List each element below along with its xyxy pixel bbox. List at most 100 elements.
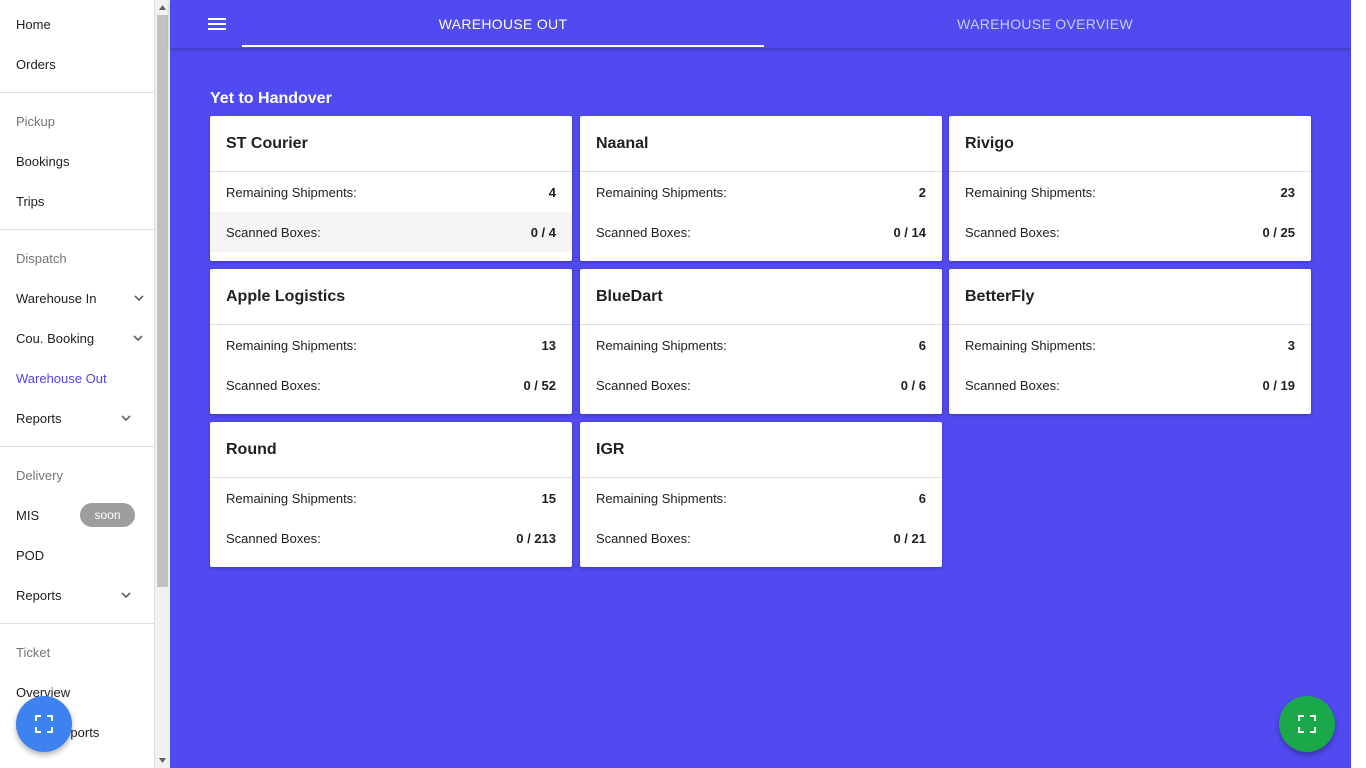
scanned-label: Scanned Boxes: (596, 530, 691, 546)
card-title: Round (210, 422, 572, 478)
remaining-row: Remaining Shipments: 6 (580, 478, 942, 518)
scrollbar-thumb[interactable] (157, 15, 168, 587)
sidebar-section-ticket: Ticket (16, 644, 51, 660)
card-title: Apple Logistics (210, 269, 572, 325)
remaining-value: 2 (918, 184, 926, 200)
remaining-value: 3 (1287, 337, 1295, 353)
chevron-down-icon (133, 335, 143, 342)
sidebar-item-label: Home (16, 16, 51, 32)
sidebar-item-mis[interactable]: MIS soon (0, 495, 154, 535)
scanned-value: 0 / 52 (523, 377, 556, 393)
sidebar-item-cou-booking[interactable]: Cou. Booking (0, 318, 154, 358)
sidebar-item-label: Warehouse In (16, 290, 97, 306)
sidebar: Home Orders Pickup Bookings Trips Dispat… (0, 0, 155, 768)
chevron-down-icon (134, 295, 144, 302)
courier-card[interactable]: Apple Logistics Remaining Shipments: 13 S… (210, 269, 572, 414)
sidebar-item-label: Bookings (16, 153, 70, 169)
scroll-up-arrow-icon[interactable] (155, 0, 170, 15)
sidebar-item-pod[interactable]: POD (0, 535, 154, 575)
sidebar-item-delivery-reports[interactable]: Reports (0, 575, 154, 615)
scanned-label: Scanned Boxes: (226, 377, 321, 393)
scanned-label: Scanned Boxes: (226, 530, 321, 546)
remaining-label: Remaining Shipments: (596, 490, 727, 506)
scan-fab-button[interactable] (1279, 696, 1335, 752)
scanned-value: 0 / 6 (900, 377, 926, 393)
sidebar-scrollbar[interactable] (155, 0, 170, 768)
remaining-row: Remaining Shipments: 3 (949, 325, 1311, 365)
scanned-row: Scanned Boxes: 0 / 6 (580, 365, 942, 405)
remaining-row: Remaining Shipments: 4 (210, 172, 572, 212)
scan-icon (1298, 715, 1316, 733)
courier-card[interactable]: Rivigo Remaining Shipments: 23 Scanned Bo… (949, 116, 1311, 261)
sidebar-item-label: Cou. Booking (16, 330, 95, 346)
remaining-row: Remaining Shipments: 23 (949, 172, 1311, 212)
sidebar-item-overview[interactable]: Overview (0, 672, 154, 712)
scan-icon (35, 715, 53, 733)
remaining-value: 6 (918, 337, 926, 353)
sidebar-item-label: Orders (16, 56, 56, 72)
tab-warehouse-overview[interactable]: WAREHOUSE OVERVIEW (957, 16, 1133, 32)
remaining-label: Remaining Shipments: (226, 490, 357, 506)
scanned-label: Scanned Boxes: (965, 377, 1060, 393)
sidebar-section-pickup: Pickup (16, 113, 56, 129)
remaining-label: Remaining Shipments: (596, 337, 727, 353)
scanned-row: Scanned Boxes: 0 / 4 (210, 212, 572, 252)
remaining-label: Remaining Shipments: (226, 184, 357, 200)
scanned-row: Scanned Boxes: 0 / 25 (949, 212, 1311, 252)
scanned-row: Scanned Boxes: 0 / 213 (210, 518, 572, 558)
scroll-down-arrow-icon[interactable] (155, 753, 170, 768)
divider (0, 623, 154, 624)
remaining-label: Remaining Shipments: (965, 337, 1096, 353)
scanned-label: Scanned Boxes: (226, 224, 321, 240)
chevron-down-icon (121, 592, 131, 599)
sidebar-item-orders[interactable]: Orders (0, 44, 154, 84)
courier-card[interactable]: BlueDart Remaining Shipments: 6 Scanned B… (580, 269, 942, 414)
top-app-bar: WAREHOUSE OUT WAREHOUSE OVERVIEW (170, 0, 1351, 48)
remaining-row: Remaining Shipments: 2 (580, 172, 942, 212)
scanned-row: Scanned Boxes: 0 / 14 (580, 212, 942, 252)
scanned-value: 0 / 21 (893, 530, 926, 546)
sidebar-section-dispatch: Dispatch (16, 250, 67, 266)
card-title: BetterFly (949, 269, 1311, 325)
courier-card[interactable]: IGR Remaining Shipments: 6 Scanned Boxes:… (580, 422, 942, 567)
remaining-label: Remaining Shipments: (596, 184, 727, 200)
chevron-down-icon (121, 415, 131, 422)
sidebar-item-label: Trips (16, 193, 45, 209)
sidebar-item-label: Reports (16, 587, 62, 603)
scanned-row: Scanned Boxes: 0 / 21 (580, 518, 942, 558)
sidebar-item-warehouse-in[interactable]: Warehouse In (0, 278, 154, 318)
scanned-row: Scanned Boxes: 0 / 19 (949, 365, 1311, 405)
menu-icon[interactable] (206, 14, 228, 34)
sidebar-item-bookings[interactable]: Bookings (0, 141, 154, 181)
scanned-label: Scanned Boxes: (596, 224, 691, 240)
scanned-value: 0 / 25 (1262, 224, 1295, 240)
card-title: Rivigo (949, 116, 1311, 172)
main-content: WAREHOUSE OUT WAREHOUSE OVERVIEW Yet to … (170, 0, 1351, 768)
card-title: ST Courier (210, 116, 572, 172)
remaining-row: Remaining Shipments: 15 (210, 478, 572, 518)
sidebar-item-dispatch-reports[interactable]: Reports (0, 398, 154, 438)
remaining-value: 23 (1280, 184, 1295, 200)
card-title: BlueDart (580, 269, 942, 325)
courier-card[interactable]: ST Courier Remaining Shipments: 4 Scanned… (210, 116, 572, 261)
card-title: Naanal (580, 116, 942, 172)
courier-card[interactable]: Naanal Remaining Shipments: 2 Scanned Box… (580, 116, 942, 261)
card-title: IGR (580, 422, 942, 478)
divider (0, 229, 154, 230)
page-edge (1351, 0, 1366, 768)
sidebar-item-warehouse-out[interactable]: Warehouse Out (0, 358, 154, 398)
sidebar-item-home[interactable]: Home (0, 4, 154, 44)
courier-card[interactable]: Round Remaining Shipments: 15 Scanned Box… (210, 422, 572, 567)
scanned-label: Scanned Boxes: (965, 224, 1060, 240)
remaining-row: Remaining Shipments: 6 (580, 325, 942, 365)
remaining-value: 13 (541, 337, 556, 353)
sidebar-item-label: POD (16, 547, 45, 563)
divider (0, 92, 154, 93)
scan-fab-button[interactable] (16, 696, 72, 752)
remaining-value: 15 (541, 490, 556, 506)
tab-warehouse-out[interactable]: WAREHOUSE OUT (438, 16, 568, 32)
sidebar-item-trips[interactable]: Trips (0, 181, 154, 221)
sidebar-item-label: Warehouse Out (16, 370, 107, 386)
courier-card[interactable]: BetterFly Remaining Shipments: 3 Scanned … (949, 269, 1311, 414)
sidebar-item-label: MIS (16, 507, 40, 523)
